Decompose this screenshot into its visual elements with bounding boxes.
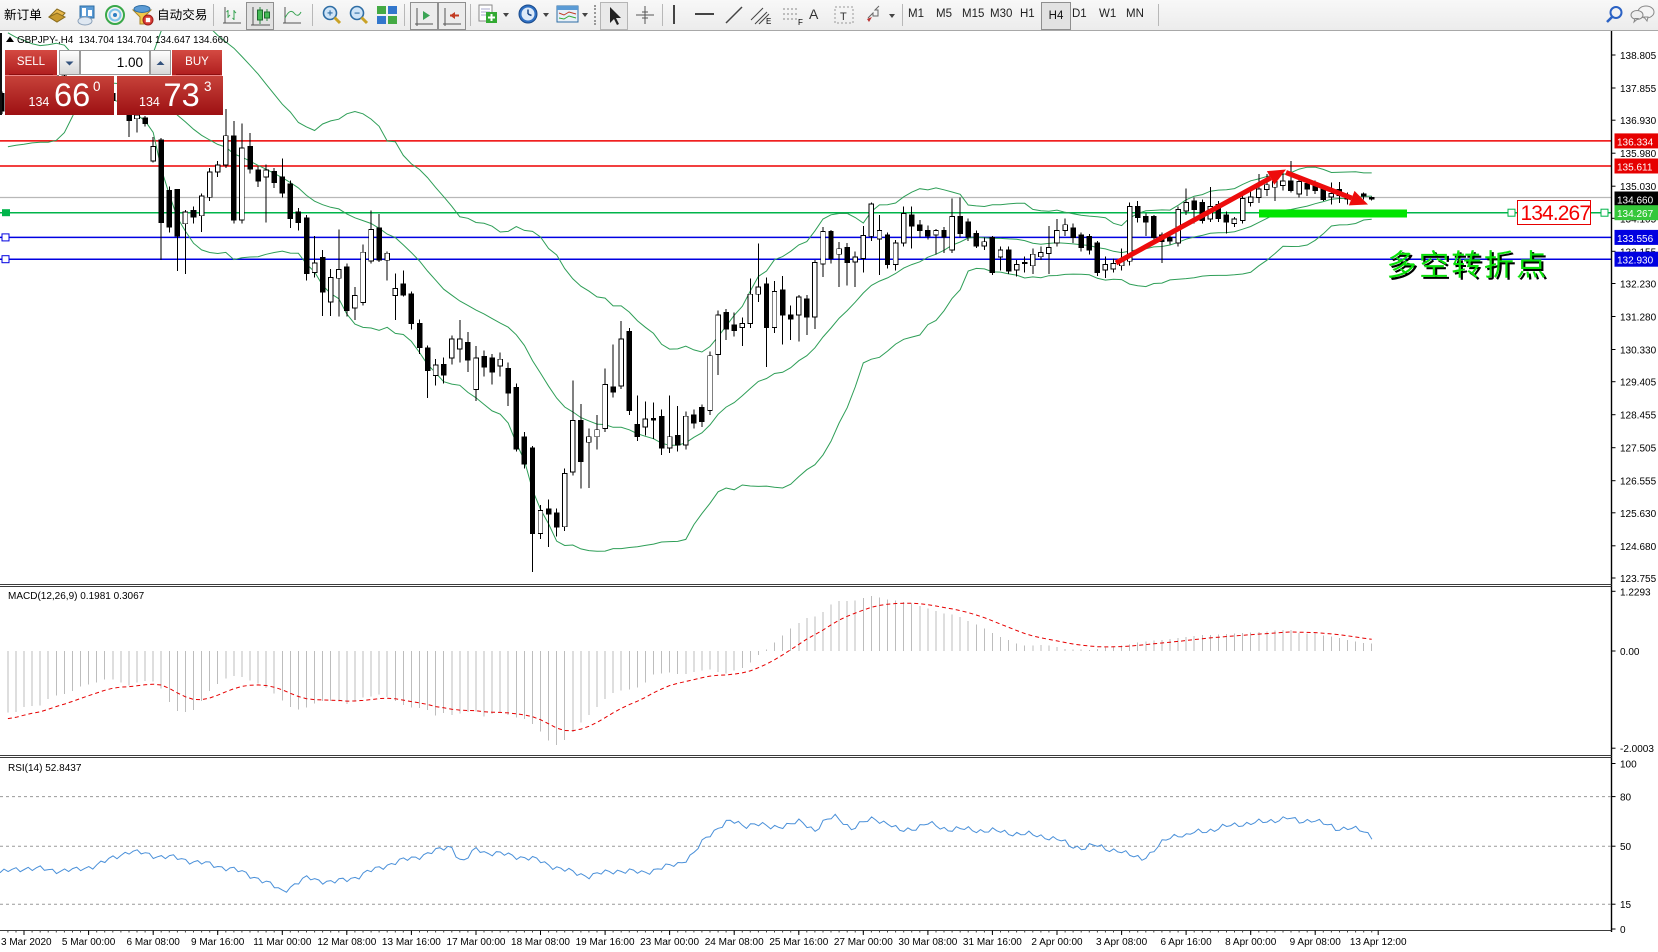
svg-text:126.555: 126.555 <box>1620 477 1657 488</box>
svg-text:100: 100 <box>1620 760 1637 771</box>
svg-text:24 Mar 08:00: 24 Mar 08:00 <box>705 937 764 948</box>
svg-text:MACD(12,26,9) 0.1981 0.3067: MACD(12,26,9) 0.1981 0.3067 <box>8 591 145 602</box>
svg-text:9 Mar 16:00: 9 Mar 16:00 <box>191 937 245 948</box>
svg-text:F: F <box>798 18 803 26</box>
svg-text:125.630: 125.630 <box>1620 509 1657 520</box>
svg-text:11 Mar 00:00: 11 Mar 00:00 <box>253 937 312 948</box>
svg-text:6 Mar 08:00: 6 Mar 08:00 <box>127 937 181 948</box>
svg-text:18 Mar 08:00: 18 Mar 08:00 <box>511 937 570 948</box>
svg-text:136.930: 136.930 <box>1620 116 1657 127</box>
svg-text:3 Apr 08:00: 3 Apr 08:00 <box>1096 937 1148 948</box>
svg-text:−: − <box>354 9 360 20</box>
svg-text:132.230: 132.230 <box>1620 280 1657 291</box>
svg-text:27 Mar 00:00: 27 Mar 00:00 <box>834 937 893 948</box>
svg-text:8 Apr 00:00: 8 Apr 00:00 <box>1225 937 1277 948</box>
svg-text:130.330: 130.330 <box>1620 346 1657 357</box>
svg-text:31 Mar 16:00: 31 Mar 16:00 <box>963 937 1022 948</box>
svg-text:134: 134 <box>139 95 160 109</box>
svg-text:0: 0 <box>1620 925 1626 936</box>
svg-text:12 Mar 08:00: 12 Mar 08:00 <box>317 937 376 948</box>
svg-text:0.00: 0.00 <box>1620 647 1640 658</box>
svg-text:129.405: 129.405 <box>1620 378 1657 389</box>
svg-text:+: + <box>327 9 333 20</box>
svg-text:138.805: 138.805 <box>1620 51 1657 62</box>
svg-text:13 Apr 12:00: 13 Apr 12:00 <box>1350 937 1407 948</box>
svg-text:17 Mar 00:00: 17 Mar 00:00 <box>447 937 506 948</box>
svg-text:13 Mar 16:00: 13 Mar 16:00 <box>382 937 441 948</box>
svg-text:134: 134 <box>29 95 50 109</box>
svg-text:3: 3 <box>204 79 212 94</box>
svg-text:127.505: 127.505 <box>1620 444 1657 455</box>
svg-text:134.267: 134.267 <box>1521 202 1591 225</box>
svg-text:30 Mar 08:00: 30 Mar 08:00 <box>898 937 957 948</box>
svg-text:6 Apr 16:00: 6 Apr 16:00 <box>1161 937 1213 948</box>
svg-text:134.267: 134.267 <box>1617 209 1654 220</box>
svg-text:T: T <box>840 11 847 23</box>
svg-text:135.980: 135.980 <box>1620 149 1657 160</box>
svg-text:2 Apr 00:00: 2 Apr 00:00 <box>1031 937 1083 948</box>
svg-text:RSI(14) 52.8437: RSI(14) 52.8437 <box>8 763 82 774</box>
svg-text:3 Mar 2020: 3 Mar 2020 <box>1 937 52 948</box>
svg-text:-2.0003: -2.0003 <box>1620 744 1654 755</box>
svg-text:131.280: 131.280 <box>1620 313 1657 324</box>
svg-text:23 Mar 00:00: 23 Mar 00:00 <box>640 937 699 948</box>
svg-text:66: 66 <box>54 77 90 113</box>
svg-text:133.556: 133.556 <box>1617 234 1654 245</box>
svg-text:136.334: 136.334 <box>1617 137 1654 148</box>
svg-text:9 Apr 08:00: 9 Apr 08:00 <box>1290 937 1342 948</box>
svg-text:5 Mar 00:00: 5 Mar 00:00 <box>62 937 116 948</box>
svg-text:1.2293: 1.2293 <box>1620 587 1651 598</box>
svg-text:80: 80 <box>1620 793 1632 804</box>
svg-text:25 Mar 16:00: 25 Mar 16:00 <box>769 937 828 948</box>
svg-text:73: 73 <box>164 77 200 113</box>
svg-text:134.660: 134.660 <box>1617 196 1654 207</box>
svg-text:19 Mar 16:00: 19 Mar 16:00 <box>576 937 635 948</box>
svg-text:128.455: 128.455 <box>1620 411 1657 422</box>
svg-text:135.611: 135.611 <box>1617 163 1653 174</box>
svg-text:15: 15 <box>1620 900 1632 911</box>
svg-text:0: 0 <box>93 79 101 94</box>
svg-text:123.755: 123.755 <box>1620 574 1657 585</box>
svg-text:124.680: 124.680 <box>1620 542 1657 553</box>
svg-text:50: 50 <box>1620 842 1632 853</box>
svg-text:E: E <box>766 17 771 26</box>
svg-text:132.930: 132.930 <box>1617 256 1654 267</box>
svg-text:137.855: 137.855 <box>1620 84 1657 95</box>
svg-text:135.030: 135.030 <box>1620 182 1657 193</box>
